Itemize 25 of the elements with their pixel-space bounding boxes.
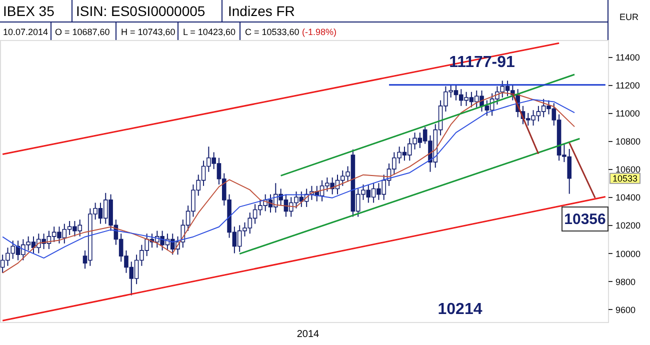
text: Indizes FR	[228, 3, 295, 19]
y-tick-label: 11200	[616, 80, 640, 90]
y-tick-label: 10200	[616, 220, 641, 231]
text: H = 10743,60	[121, 27, 176, 37]
y-tick-label: 9800	[616, 276, 636, 287]
y-tick-label: 10800	[616, 136, 641, 147]
chart-title: IBEX 35	[3, 3, 55, 19]
text: O = 10687,60	[55, 27, 110, 37]
y-tick-label: 11000	[616, 108, 640, 118]
text: L = 10423,60	[183, 27, 236, 37]
annotation: 11177-91	[449, 54, 516, 71]
y-axis-title: EUR	[619, 12, 639, 22]
y-tick-label: 11400	[616, 52, 640, 62]
text: 10533	[612, 173, 638, 184]
y-tick-label: 10600	[616, 164, 641, 175]
text: 10.07.2014	[3, 27, 48, 37]
y-tick-label: 10400	[616, 192, 641, 203]
chart-subtitle: ISIN: ES0SI0000005	[76, 3, 206, 19]
text: (-1.98%)	[302, 27, 337, 37]
annotation: 10356	[564, 211, 606, 228]
text: 2014	[296, 329, 320, 340]
y-tick-label: 9600	[616, 304, 636, 315]
annotation: 10214	[438, 301, 482, 318]
y-tick-label: 10000	[616, 248, 641, 259]
text: C = 10533,60	[245, 27, 300, 37]
